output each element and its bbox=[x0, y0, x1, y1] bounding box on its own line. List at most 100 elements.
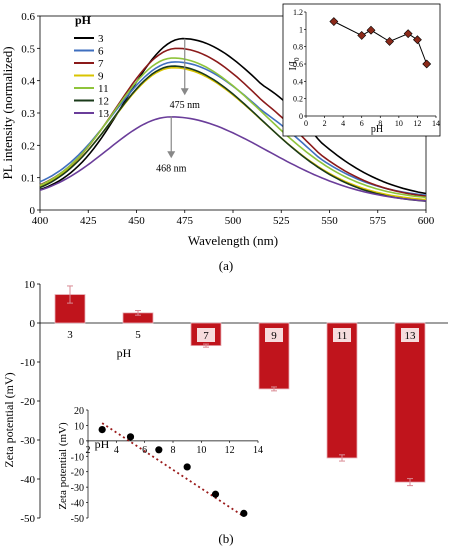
inset-a-marker bbox=[329, 17, 339, 26]
inset-a-x-tick-label: 12 bbox=[413, 119, 421, 128]
inset-a-marker bbox=[366, 25, 376, 35]
inset-a-marker bbox=[385, 37, 394, 46]
y-tick-label-b: 10 bbox=[24, 279, 36, 291]
y-tick-label-a: 0.5 bbox=[21, 43, 35, 55]
bar-category-label-ph-13: 13 bbox=[405, 330, 417, 342]
inset-b-y-label: Zeta potential (mV) bbox=[57, 422, 69, 510]
x-axis-label-b: pH bbox=[117, 346, 132, 360]
series-line-ph-12 bbox=[39, 65, 427, 202]
inset-a-x-tick-label: 6 bbox=[360, 119, 364, 128]
y-tick-label-b: -10 bbox=[20, 357, 35, 369]
bar-category-label-bg-ph-11 bbox=[333, 328, 351, 342]
x-tick-label-a: 500 bbox=[225, 215, 242, 227]
bar-ph-13 bbox=[394, 322, 426, 483]
bar-category-label-bg-ph-9 bbox=[265, 328, 283, 342]
inset-b-marker bbox=[155, 446, 163, 454]
inset-b-marker bbox=[211, 490, 220, 498]
inset-b-y-tick-label: -30 bbox=[71, 483, 84, 494]
series-lines-a bbox=[39, 37, 427, 202]
y-tick-label-a: 0.3 bbox=[21, 108, 35, 120]
inset-b-x-tick-label: 12 bbox=[225, 445, 235, 456]
legend-title-a: pH bbox=[75, 13, 92, 27]
x-tick-label-a: 450 bbox=[128, 215, 145, 227]
series-line-ph-3 bbox=[39, 37, 427, 195]
legend-label-ph-11: 11 bbox=[98, 83, 109, 95]
y-tick-label-b: 0 bbox=[30, 318, 36, 330]
inset-b-y-tick-label: -10 bbox=[71, 452, 84, 463]
inset-a-x-label: pH bbox=[371, 124, 383, 135]
y-ticks-a: 0 0.1 0.2 0.3 0.4 0.5 0.6 bbox=[21, 11, 40, 217]
x-tick-label-a: 600 bbox=[418, 215, 435, 227]
inset-b-marker bbox=[126, 433, 135, 441]
inset-a-y-label: I/I0 bbox=[288, 57, 301, 70]
inset-a-x-tick-label: 0 bbox=[304, 119, 308, 128]
panel-label-a: (a) bbox=[219, 258, 233, 273]
inset-b-marker bbox=[98, 425, 106, 434]
inset-b-y-tick-label: -20 bbox=[71, 468, 84, 479]
inset-a-y-tick-label: 1 bbox=[299, 25, 303, 34]
y-tick-label-a: 0.1 bbox=[21, 173, 35, 185]
inset-a-y-tick-label: 0.2 bbox=[293, 95, 303, 104]
panel-a: 00.10.20.30.40.50.6 400 425 450 475 500 525 55… bbox=[0, 11, 435, 273]
legend-label-ph-7: 7 bbox=[98, 58, 104, 70]
legend-label-ph-13: 13 bbox=[98, 108, 110, 120]
panel-label-b: (b) bbox=[218, 531, 233, 546]
inset-a-x-tick-label: 8 bbox=[378, 119, 382, 128]
inset-a-marker bbox=[357, 30, 367, 40]
y-ticks-inset-b: -50 -40 -30 -20 -10 0 10 20 bbox=[71, 406, 89, 525]
legend-label-ph-9: 9 bbox=[98, 71, 104, 83]
y-tick-label-b: -40 bbox=[20, 474, 35, 486]
inset-a-y-label-main: I/I bbox=[288, 61, 299, 70]
inset-a-background bbox=[282, 3, 441, 137]
x-tick-label-a: 525 bbox=[273, 215, 290, 227]
x-ticks-inset-a: 0 2 4 6 8 10 12 14 bbox=[304, 115, 440, 128]
inset-a-y-tick-label: 0 bbox=[299, 112, 303, 121]
y-ticks-b: -50 -40 -30 -20 -10 0 10 bbox=[20, 279, 40, 525]
annotation-arrowhead-1 bbox=[167, 151, 176, 159]
y-tick-label-a: 0 bbox=[30, 205, 36, 217]
inset-b-marker bbox=[183, 463, 191, 471]
bar-category-label-bg-ph-7 bbox=[197, 328, 215, 342]
y-axis-label-a: PL intensity (normalized) bbox=[0, 46, 15, 179]
inset-a-x-tick-label: 10 bbox=[395, 119, 403, 128]
inset-a-x-tick-label: 14 bbox=[432, 119, 440, 128]
bar-category-label-ph-9: 9 bbox=[271, 330, 277, 342]
bar-category-label-ph-3: 3 bbox=[67, 329, 73, 341]
inset-b-y-tick-label: 10 bbox=[74, 421, 84, 432]
inset-a-x-tick-label: 2 bbox=[323, 119, 327, 128]
bar-category-label-ph-7: 7 bbox=[203, 330, 209, 342]
x-tick-label-a: 575 bbox=[370, 215, 387, 227]
x-tick-label-a: 550 bbox=[321, 215, 338, 227]
y-tick-label-b: -50 bbox=[20, 513, 35, 525]
inset-b-marker bbox=[240, 509, 248, 517]
inset-b-x-label: pH bbox=[95, 437, 110, 451]
bar-category-label-ph-5: 5 bbox=[135, 329, 141, 341]
inset-a-marker bbox=[422, 59, 432, 69]
bar-category-label-bg-ph-13 bbox=[401, 328, 419, 342]
x-tick-label-a: 425 bbox=[80, 215, 97, 227]
inset-a-marker bbox=[403, 29, 413, 39]
inset-b-y-tick-label: -40 bbox=[71, 499, 84, 510]
inset-b-x-tick-label: 2 bbox=[86, 445, 91, 456]
inset-a-y-tick-label: 1.2 bbox=[293, 8, 303, 17]
annotation-label-1: 468 nm bbox=[156, 163, 187, 174]
annotations-a: 475 nm 468 nm bbox=[156, 38, 200, 174]
x-ticks-a: 400 425 450 475 500 525 550 575 600 bbox=[32, 210, 435, 227]
inset-b-y-tick-label: -50 bbox=[71, 514, 84, 525]
legend-label-ph-3: 3 bbox=[98, 33, 104, 45]
x-tick-label-a: 475 bbox=[177, 215, 194, 227]
y-tick-label-a: 0.6 bbox=[21, 11, 35, 23]
y-axis-label-b: Zeta potential (mV) bbox=[2, 372, 16, 467]
y-tick-label-b: -30 bbox=[20, 435, 35, 447]
inset-a: 00.20.40.60.811.2 0 2 4 6 8 10 12 14 pH I/I0 bbox=[282, 3, 441, 137]
series-line-ph-13 bbox=[39, 116, 427, 202]
inset-b-x-tick-label: 14 bbox=[253, 445, 263, 456]
bar-ph-11 bbox=[326, 322, 358, 459]
inset-a-y-tick-label: 0.6 bbox=[293, 60, 303, 69]
y-ticks-inset-a: 0 0.2 0.4 0.6 0.8 1 1.2 bbox=[293, 8, 307, 121]
inset-a-y-tick-label: 0.4 bbox=[293, 77, 303, 86]
